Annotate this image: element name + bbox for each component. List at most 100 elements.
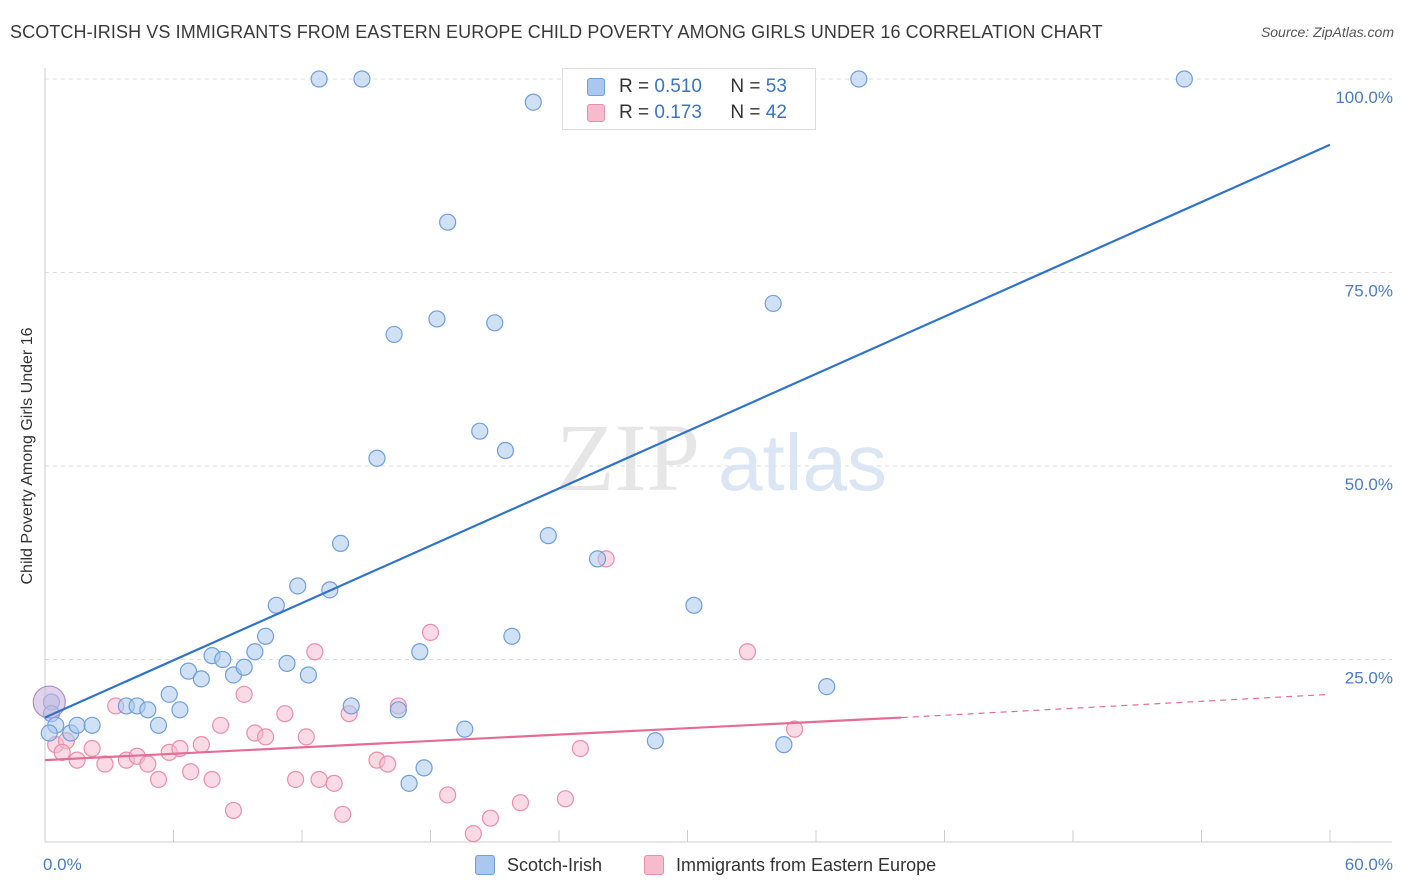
data-point-scotch-irish <box>400 774 418 792</box>
data-point-scotch-irish <box>246 643 264 661</box>
data-point-scotch-irish <box>160 685 178 703</box>
data-point-scotch-irish <box>471 422 489 440</box>
legend-n-label: N = <box>730 102 761 123</box>
data-point-immigrants <box>53 743 71 761</box>
data-point-immigrants <box>556 790 575 808</box>
data-point-scotch-irish <box>68 716 86 734</box>
data-point-scotch-irish <box>818 677 836 696</box>
data-point-scotch-irish <box>83 716 101 734</box>
data-point-immigrants <box>310 770 328 789</box>
x-tick-label: 0.0% <box>43 855 82 874</box>
y-tick-label: 50.0% <box>1345 475 1393 494</box>
data-point-immigrants <box>139 755 157 773</box>
legend-swatch-blue <box>475 855 495 875</box>
legend-swatch-pink <box>644 855 664 875</box>
data-point-scotch-irish <box>385 325 403 344</box>
data-point-scotch-irish <box>310 70 328 88</box>
data-point-scotch-irish <box>415 759 433 777</box>
legend-row-immigrants: R = 0.173 N = 42 <box>587 101 787 125</box>
data-point-immigrants <box>785 720 804 738</box>
data-point-immigrants <box>182 763 200 781</box>
data-point-immigrants <box>83 739 101 758</box>
legend-r-value: 0.510 <box>654 76 702 97</box>
x-tick-label: 60.0% <box>1345 855 1393 874</box>
data-point-immigrants <box>738 643 757 661</box>
data-point-immigrants <box>149 770 168 789</box>
y-tick-label: 100.0% <box>1335 88 1393 107</box>
data-point-immigrants <box>511 794 530 812</box>
data-point-scotch-irish <box>149 716 168 734</box>
legend-swatch-pink <box>587 104 605 122</box>
data-point-scotch-irish <box>368 449 386 467</box>
data-point-scotch-irish <box>192 670 210 688</box>
data-point-immigrants <box>439 786 457 804</box>
data-point-scotch-irish <box>685 596 703 614</box>
data-point-scotch-irish <box>299 666 318 684</box>
data-point-immigrants <box>224 801 243 820</box>
legend-r-label: R = <box>619 76 650 97</box>
data-point-scotch-irish <box>850 70 868 88</box>
legend-item-immigrants: Immigrants from Eastern Europe <box>644 852 936 878</box>
legend-swatch-blue <box>587 78 605 96</box>
legend-n-value: 42 <box>765 102 787 123</box>
legend-n-label: N = <box>730 76 761 97</box>
data-point-immigrants <box>203 770 221 789</box>
y-tick-label: 75.0% <box>1345 282 1393 301</box>
data-point-scotch-irish <box>503 627 521 645</box>
data-point-scotch-irish <box>1175 70 1193 88</box>
data-point-scotch-irish <box>353 70 371 88</box>
data-point-immigrants <box>481 809 500 827</box>
y-tick-label: 25.0% <box>1345 669 1393 688</box>
data-point-immigrants <box>212 716 230 734</box>
data-point-overlap <box>32 685 66 719</box>
x-tick-labels: 0.0% 60.0% <box>43 855 1393 874</box>
legend-label: Immigrants from Eastern Europe <box>676 854 937 875</box>
legend-r-label: R = <box>619 102 650 123</box>
data-point-scotch-irish <box>588 550 607 568</box>
data-point-scotch-irish <box>331 534 350 553</box>
source-label: Source: ZipAtlas.com <box>1260 24 1394 40</box>
trendline-scotch-irish <box>44 143 1331 719</box>
data-point-immigrants <box>464 825 482 843</box>
y-tick-labels: 25.0% 50.0% 75.0% 100.0% <box>1335 88 1393 688</box>
data-point-scotch-irish <box>171 701 189 719</box>
series-legend: Scotch-Irish Immigrants from Eastern Eur… <box>0 852 1406 878</box>
chart-title: SCOTCH-IRISH VS IMMIGRANTS FROM EASTERN … <box>10 22 1103 42</box>
legend-n-value: 53 <box>765 76 787 97</box>
data-point-scotch-irish <box>764 294 782 313</box>
data-point-scotch-irish <box>278 654 296 672</box>
data-point-scotch-irish <box>775 736 793 754</box>
data-point-immigrants <box>306 643 324 661</box>
data-point-scotch-irish <box>40 724 58 742</box>
data-point-scotch-irish <box>539 527 557 545</box>
data-point-scotch-irish <box>439 213 457 231</box>
data-point-scotch-irish <box>646 732 664 750</box>
data-point-immigrants <box>68 751 86 769</box>
data-point-scotch-irish <box>486 314 504 332</box>
data-point-immigrants <box>571 739 590 758</box>
gridlines <box>45 78 1392 660</box>
data-point-scotch-irish <box>389 701 407 719</box>
series-scotch-irish-points <box>32 70 1193 792</box>
data-point-scotch-irish <box>524 93 542 111</box>
legend-r-value: 0.173 <box>654 102 702 123</box>
data-point-scotch-irish <box>342 697 360 715</box>
data-point-immigrants <box>379 755 397 773</box>
correlation-legend: R = 0.510 N = 53 R = 0.173 N = 42 <box>562 68 816 130</box>
legend-row-scotch-irish: R = 0.510 N = 53 <box>587 75 787 99</box>
data-point-immigrants <box>325 774 343 792</box>
data-point-immigrants <box>297 728 315 746</box>
data-point-immigrants <box>235 685 253 703</box>
data-point-immigrants <box>334 805 352 823</box>
data-point-scotch-irish <box>256 627 275 645</box>
trendline-immigrants-extension <box>901 693 1331 719</box>
trendline-immigrants <box>44 716 902 762</box>
data-point-scotch-irish <box>179 662 198 680</box>
data-point-immigrants <box>276 705 294 723</box>
data-point-scotch-irish <box>496 441 515 460</box>
data-point-immigrants <box>286 770 305 789</box>
trend-lines <box>44 143 1331 762</box>
data-point-scotch-irish <box>289 577 307 595</box>
data-point-scotch-irish <box>235 658 253 676</box>
legend-label: Scotch-Irish <box>507 854 603 875</box>
